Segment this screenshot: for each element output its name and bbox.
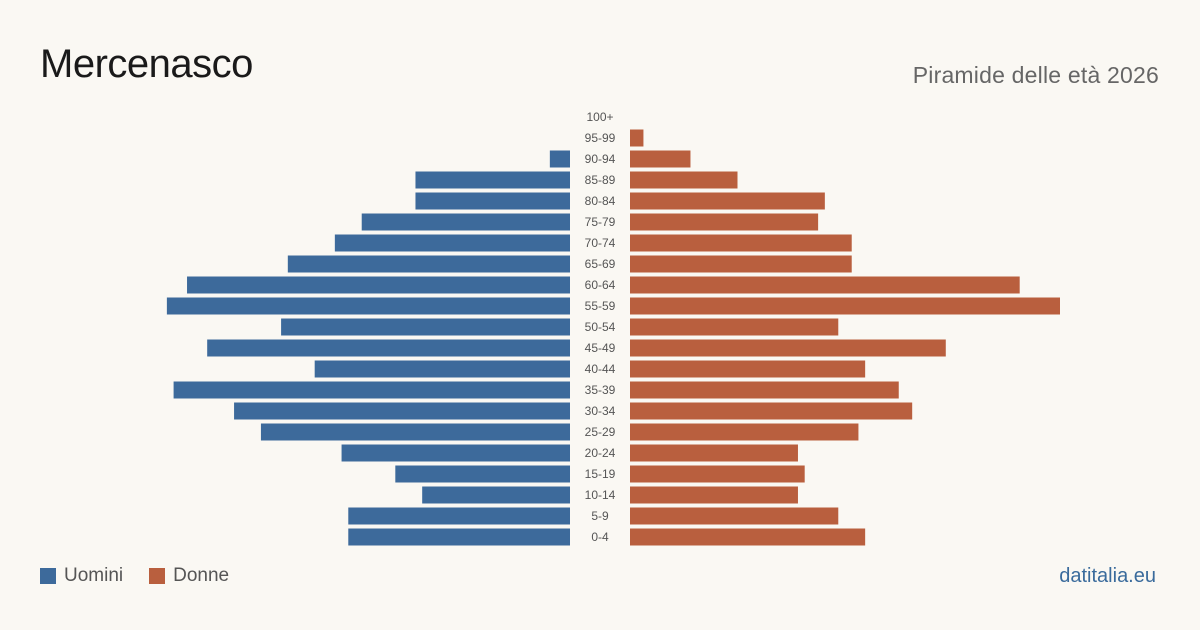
bar-men-60-64: [187, 276, 570, 294]
bar-men-80-84: [415, 192, 570, 210]
bar-women-45-49: [630, 339, 946, 357]
bar-men-45-49: [207, 339, 570, 357]
age-label-30-34: 30-34: [585, 404, 616, 418]
bar-women-50-54: [630, 318, 839, 336]
bar-women-95-99: [630, 129, 644, 147]
bar-women-5-9: [630, 507, 839, 525]
age-label-55-59: 55-59: [585, 299, 616, 313]
bar-men-10-14: [422, 486, 570, 504]
bar-women-90-94: [630, 150, 691, 168]
age-label-90-94: 90-94: [585, 152, 616, 166]
age-label-45-49: 45-49: [585, 341, 616, 355]
age-label-95-99: 95-99: [585, 131, 616, 145]
bar-women-20-24: [630, 444, 798, 462]
bar-women-0-4: [630, 528, 866, 546]
chart-subtitle: Piramide delle età 2026: [912, 62, 1159, 88]
bar-men-30-34: [234, 402, 570, 420]
age-label-75-79: 75-79: [585, 215, 616, 229]
bar-men-35-39: [173, 381, 570, 399]
bar-men-85-89: [415, 171, 570, 189]
age-label-60-64: 60-64: [585, 278, 616, 292]
age-label-65-69: 65-69: [585, 257, 616, 271]
age-label-70-74: 70-74: [585, 236, 616, 250]
age-label-25-29: 25-29: [585, 425, 616, 439]
bar-men-90-94: [549, 150, 570, 168]
bar-women-70-74: [630, 234, 852, 252]
bar-women-85-89: [630, 171, 738, 189]
legend-label-women: Donne: [173, 565, 230, 586]
bar-women-60-64: [630, 276, 1020, 294]
bar-women-35-39: [630, 381, 899, 399]
age-label-50-54: 50-54: [585, 320, 616, 334]
age-label-80-84: 80-84: [585, 194, 616, 208]
bar-men-70-74: [334, 234, 570, 252]
age-label-100plus: 100+: [586, 110, 613, 124]
bar-men-65-69: [287, 255, 570, 273]
legend-item-men: Uomini: [40, 565, 123, 587]
bar-men-75-79: [361, 213, 570, 231]
bar-men-55-59: [166, 297, 570, 315]
bar-men-0-4: [348, 528, 570, 546]
bar-men-15-19: [395, 465, 570, 483]
age-label-10-14: 10-14: [585, 488, 616, 502]
bar-men-25-29: [260, 423, 570, 441]
age-label-20-24: 20-24: [585, 446, 616, 460]
bar-women-55-59: [630, 297, 1060, 315]
age-label-85-89: 85-89: [585, 173, 616, 187]
bar-men-5-9: [348, 507, 570, 525]
bar-men-20-24: [341, 444, 570, 462]
legend: Uomini Donne: [40, 565, 255, 587]
age-label-40-44: 40-44: [585, 362, 616, 376]
age-label-35-39: 35-39: [585, 383, 616, 397]
bar-men-40-44: [314, 360, 570, 378]
bar-women-30-34: [630, 402, 913, 420]
chart-title: Mercenasco: [40, 42, 253, 86]
legend-swatch-men: [40, 568, 56, 584]
brand-link[interactable]: datitalia.eu: [1059, 565, 1156, 587]
bar-women-65-69: [630, 255, 852, 273]
bar-men-50-54: [281, 318, 570, 336]
bar-women-80-84: [630, 192, 825, 210]
legend-swatch-women: [149, 568, 166, 584]
bar-women-15-19: [630, 465, 805, 483]
age-label-15-19: 15-19: [585, 467, 616, 481]
bar-women-40-44: [630, 360, 866, 378]
bar-women-75-79: [630, 213, 819, 231]
age-label-5-9: 5-9: [591, 509, 609, 523]
bar-women-25-29: [630, 423, 859, 441]
bar-women-10-14: [630, 486, 798, 504]
legend-item-women: Donne: [149, 565, 229, 587]
age-label-0-4: 0-4: [591, 530, 609, 544]
legend-label-men: Uomini: [64, 565, 124, 586]
